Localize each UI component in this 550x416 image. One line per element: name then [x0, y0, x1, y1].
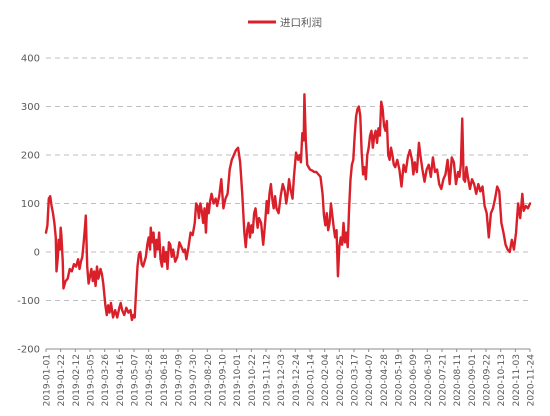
x-tick-label: 2019-02-12: [72, 354, 82, 406]
y-tick-label: 100: [21, 199, 40, 210]
y-tick-label: -200: [17, 345, 40, 356]
y-tick-label: 300: [21, 102, 40, 113]
y-tick-label: -100: [17, 296, 40, 307]
x-tick-label: 2019-05-28: [145, 354, 155, 407]
x-tick-label: 2019-03-05: [87, 354, 97, 406]
x-tick-label: 2020-09-01: [468, 354, 478, 406]
x-tick-label: 2019-03-26: [101, 354, 111, 407]
x-tick-label: 2019-07-09: [175, 354, 185, 407]
x-tick-label: 2019-09-10: [219, 354, 229, 407]
x-tick-label: 2020-06-30: [424, 354, 434, 407]
x-tick-label: 2020-11-24: [527, 354, 537, 407]
x-tick-label: 2019-11-12: [263, 354, 273, 406]
x-tick-label: 2019-12-24: [292, 354, 302, 407]
x-tick-label: 2019-01-01: [43, 354, 53, 406]
legend-label: 进口利润: [280, 16, 322, 29]
series-layer: [44, 93, 532, 322]
x-tick-label: 2020-02-25: [336, 354, 346, 406]
x-axis-ticks: 2019-01-01 2019-01-22 2019-02-12 2019-03-05…: [43, 349, 537, 406]
x-tick-label: 2019-12-03: [277, 354, 287, 406]
y-axis-ticks: -200 -100 0 100 200 300 400: [17, 54, 40, 356]
grid: [46, 57, 530, 350]
x-tick-label: 2019-10-22: [248, 354, 258, 406]
x-tick-label: 2020-05-19: [395, 354, 405, 407]
x-tick-label: 2019-01-22: [57, 354, 67, 406]
y-tick-label: 0: [34, 248, 40, 259]
x-tick-label: 2019-04-16: [116, 354, 126, 407]
x-tick-label: 2019-06-18: [160, 354, 170, 407]
x-tick-label: 2020-04-28: [380, 354, 390, 407]
y-tick-label: 200: [21, 151, 40, 162]
x-tick-label: 2020-09-22: [483, 354, 493, 406]
x-tick-label: 2019-07-30: [189, 354, 199, 407]
x-tick-label: 2020-03-17: [351, 354, 361, 406]
x-tick-label: 2019-05-07: [131, 354, 141, 406]
x-tick-label: 2020-11-03: [512, 354, 522, 406]
x-tick-label: 2020-02-04: [321, 354, 331, 407]
x-tick-label: 2020-01-14: [307, 354, 317, 407]
series-line: [44, 93, 532, 322]
x-tick-label: 2020-06-09: [409, 354, 419, 407]
x-tick-label: 2019-08-20: [204, 354, 214, 407]
x-tick-label: 2020-04-07: [365, 354, 375, 406]
x-tick-label: 2020-08-11: [453, 354, 463, 406]
x-tick-label: 2020-10-13: [497, 354, 507, 406]
x-tick-label: 2020-07-21: [439, 354, 449, 406]
y-tick-label: 400: [21, 54, 40, 65]
x-tick-label: 2019-10-01: [233, 354, 243, 406]
legend: 进口利润: [248, 16, 322, 29]
